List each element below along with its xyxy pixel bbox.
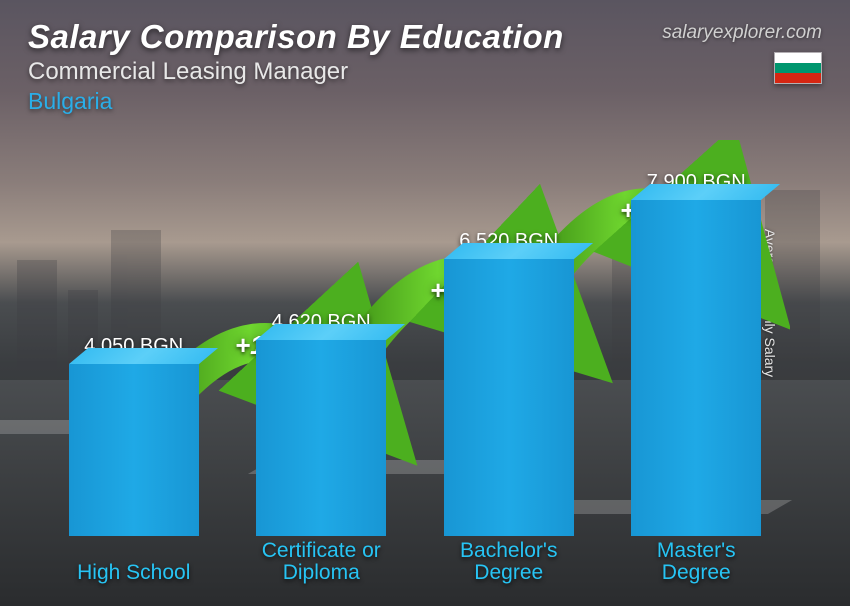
bar-label: Certificate or Diploma: [262, 540, 381, 584]
flag-icon: [774, 52, 822, 84]
bars-row: 4,050 BGNHigh School4,620 BGNCertificate…: [40, 176, 790, 536]
bar-body: [444, 259, 574, 536]
bar-body: [256, 340, 386, 536]
bar-body: [69, 364, 199, 536]
bar-label: Master's Degree: [657, 540, 736, 584]
bar-label: High School: [77, 562, 190, 584]
container: Salary Comparison By Education Commercia…: [0, 0, 850, 606]
bar-body: [631, 200, 761, 536]
bar-label: Bachelor's Degree: [460, 540, 557, 584]
bar-1: 4,620 BGNCertificate or Diploma: [236, 311, 406, 536]
bar-3: 7,900 BGNMaster's Degree: [611, 171, 781, 536]
bar-2: 6,520 BGNBachelor's Degree: [424, 230, 594, 536]
chart-area: +14% +41% +21% 4,050 BGNHigh School4,620…: [40, 140, 790, 588]
country-label: Bulgaria: [28, 88, 822, 115]
flag-stripe-2: [775, 63, 821, 73]
watermark: salaryexplorer.com: [662, 22, 822, 44]
flag-stripe-3: [775, 73, 821, 83]
page-subtitle: Commercial Leasing Manager: [28, 58, 822, 86]
flag-stripe-1: [775, 53, 821, 63]
bar-0: 4,050 BGNHigh School: [49, 335, 219, 536]
